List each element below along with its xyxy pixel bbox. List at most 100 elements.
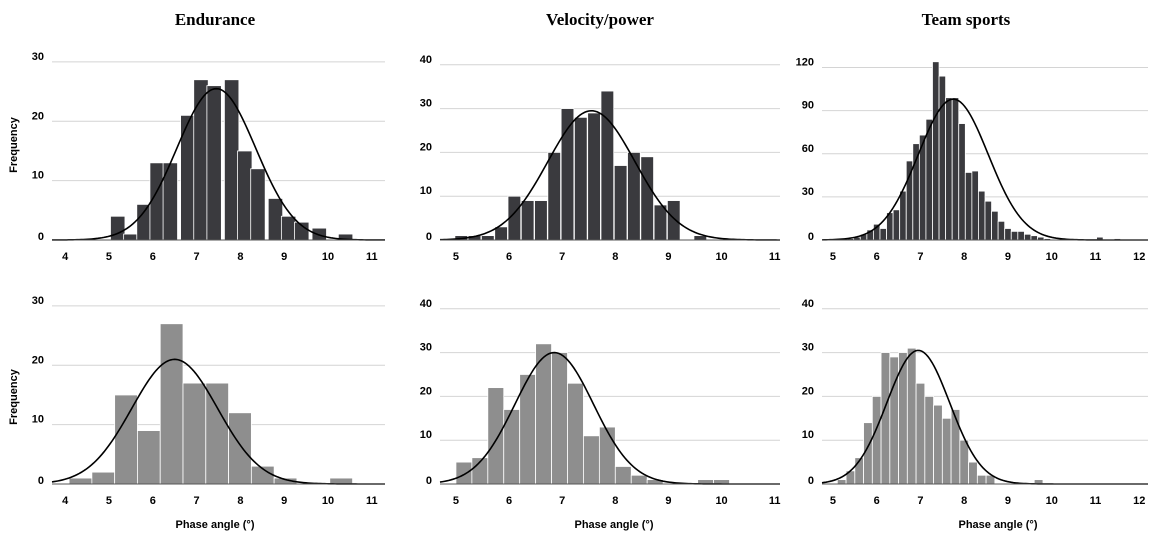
x-tick-label: 12 — [1133, 495, 1145, 507]
y-tick-label: 30 — [420, 342, 432, 354]
histogram-bar — [551, 352, 568, 485]
panel-top-middle: 0 10 20 30 40 5 6 7 8 9 10 11 — [420, 54, 781, 263]
histogram-bar — [978, 190, 986, 241]
histogram-bar — [892, 209, 901, 241]
x-tick-label: 7 — [917, 251, 923, 263]
x-tick-label: 10 — [1046, 495, 1058, 507]
x-tick-label: 5 — [453, 495, 459, 507]
x-tick-label: 8 — [237, 251, 243, 263]
histogram-bar — [159, 323, 184, 485]
x-tick-label: 8 — [612, 251, 618, 263]
histogram-bar — [924, 395, 934, 485]
x-tick-label: 8 — [961, 495, 967, 507]
histogram-bar — [91, 471, 116, 485]
histogram-bar — [951, 97, 960, 241]
y-tick-label: 40 — [802, 298, 814, 310]
x-tick-label: 7 — [194, 251, 200, 263]
x-tick-label: 6 — [150, 251, 156, 263]
y-tick-label: 20 — [32, 354, 44, 366]
histogram-bar — [182, 382, 207, 485]
panel-top-left: 0 10 20 30 4 5 6 7 8 9 10 11 — [32, 51, 385, 263]
histogram-bar — [237, 150, 253, 241]
x-tick-label: 9 — [281, 495, 287, 507]
x-tick-label: 6 — [874, 251, 880, 263]
panel-title-team-sports: Team sports — [922, 10, 1011, 29]
y-tick-label: 30 — [32, 51, 44, 63]
histogram-bar — [905, 160, 914, 241]
panel-top-right: 0 30 60 90 120 5 6 7 8 9 10 11 12 — [796, 57, 1148, 263]
histogram-bar — [1017, 230, 1025, 241]
normal-fit-curve — [439, 109, 780, 241]
histogram-bar — [600, 90, 615, 241]
x-tick-label: 5 — [830, 495, 836, 507]
histogram-bar — [311, 227, 327, 241]
y-tick-label: 0 — [808, 231, 814, 243]
x-tick-label: 9 — [281, 251, 287, 263]
x-tick-label: 10 — [1046, 251, 1058, 263]
panel-bottom-left: 0 10 20 30 4 5 6 7 8 9 10 11 — [32, 295, 385, 507]
x-tick-label: 4 — [62, 495, 69, 507]
histogram-bar — [481, 235, 495, 241]
y-tick-label: 10 — [32, 414, 44, 426]
histogram-bar — [228, 412, 252, 485]
y-tick-label: 30 — [802, 186, 814, 198]
histogram-bar — [250, 168, 266, 241]
x-tick-label: 6 — [506, 495, 512, 507]
x-tick-label: 7 — [559, 495, 565, 507]
histogram-bar — [193, 79, 209, 241]
histogram-bar — [653, 204, 668, 241]
histogram-bar — [520, 200, 535, 241]
histogram-bar — [938, 75, 947, 241]
histogram-bar — [630, 474, 648, 485]
histogram-bar — [1023, 233, 1032, 241]
histogram-bar — [1030, 235, 1038, 241]
x-tick-label: 10 — [322, 251, 334, 263]
x-tick-label: 9 — [665, 495, 671, 507]
y-tick-label: 90 — [802, 100, 814, 112]
histogram-bar — [880, 352, 891, 485]
y-axis-label-top: Frequency — [8, 116, 20, 173]
x-tick-label: 11 — [1090, 495, 1102, 507]
histogram-bar — [547, 151, 561, 241]
y-tick-label: 0 — [426, 231, 432, 243]
histogram-bar — [971, 170, 979, 241]
y-tick-label: 0 — [808, 475, 814, 487]
histogram-bar — [958, 123, 966, 241]
x-axis-label-left: Phase angle (°) — [176, 519, 255, 531]
x-tick-label: 9 — [1005, 495, 1011, 507]
histogram-bar — [976, 474, 987, 485]
panel-title-velocity-power: Velocity/power — [546, 10, 654, 29]
histogram-bar — [455, 461, 473, 485]
y-tick-label: 60 — [802, 143, 814, 155]
histogram-bar — [587, 112, 601, 241]
histogram-bar — [915, 382, 926, 485]
y-tick-label: 20 — [802, 385, 814, 397]
histogram-bar — [871, 395, 882, 485]
histogram-bar — [640, 156, 654, 241]
x-tick-label: 8 — [961, 251, 967, 263]
x-tick-label: 10 — [715, 251, 727, 263]
histogram-bar — [614, 466, 632, 485]
x-tick-label: 6 — [150, 495, 156, 507]
histogram-bar — [114, 394, 138, 485]
x-tick-label: 5 — [830, 251, 836, 263]
x-tick-label: 5 — [106, 495, 112, 507]
panel-title-endurance: Endurance — [175, 10, 256, 29]
y-tick-label: 10 — [32, 170, 44, 182]
y-tick-label: 40 — [420, 298, 432, 310]
x-tick-label: 4 — [62, 251, 69, 263]
histogram-bar — [836, 479, 847, 485]
histogram-bar — [583, 435, 600, 485]
x-tick-label: 7 — [917, 495, 923, 507]
normal-fit-curve — [52, 87, 385, 241]
y-tick-label: 0 — [38, 475, 44, 487]
histogram-bar — [137, 430, 161, 485]
y-tick-label: 30 — [802, 342, 814, 354]
histogram-bar — [997, 220, 1006, 241]
x-tick-label: 11 — [1090, 251, 1102, 263]
panel-bottom-middle: 0 10 20 30 40 5 6 7 8 9 10 11 — [420, 298, 781, 507]
histogram-bar — [567, 382, 584, 485]
x-tick-label: 9 — [665, 251, 671, 263]
x-tick-label: 10 — [322, 495, 334, 507]
